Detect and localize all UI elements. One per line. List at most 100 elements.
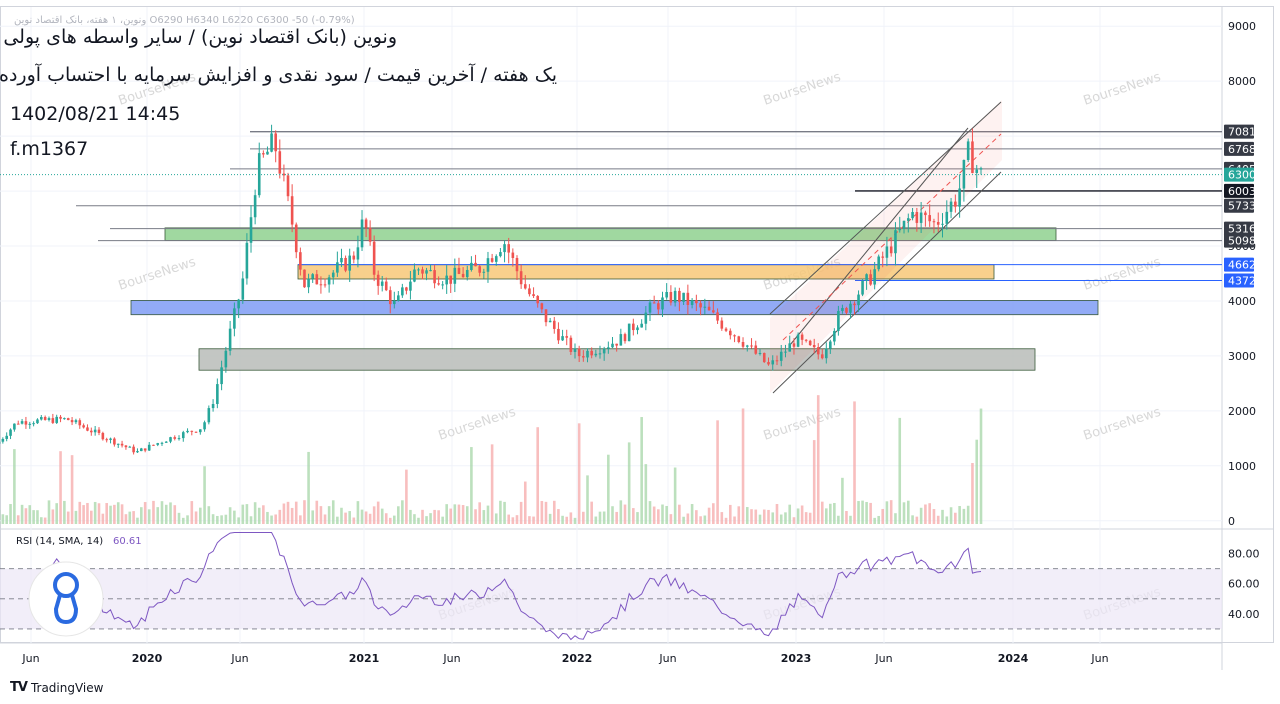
candle [220, 360, 223, 391]
candle [465, 265, 469, 281]
volume-bar [569, 512, 573, 524]
candle [224, 346, 228, 373]
volume-bar [93, 501, 97, 524]
support-zones[interactable] [130, 227, 1099, 371]
candle [32, 421, 35, 427]
candle-body [28, 423, 32, 425]
candle-body [136, 451, 139, 453]
candle-body [716, 312, 719, 321]
volume-bar [465, 506, 469, 524]
volume-bar [695, 510, 698, 524]
candle-body [857, 294, 860, 306]
candle-body [561, 336, 564, 341]
price-tick-label: 2000 [1228, 405, 1256, 418]
candle-body [490, 258, 494, 262]
candle [979, 166, 983, 175]
volume-bar [837, 515, 840, 524]
candle [143, 448, 147, 453]
candle-body [619, 334, 623, 346]
time-axis[interactable]: Jun 2020 Jun 2021 Jun 2022 Jun 2023 Jun 2024 Jun [21, 652, 1108, 665]
candle [523, 275, 527, 290]
candle [453, 258, 457, 293]
candle [936, 212, 940, 232]
candle-body [413, 269, 416, 282]
candle [331, 270, 335, 285]
volume-bar [928, 503, 931, 524]
candle [307, 273, 310, 294]
volume-bar [20, 504, 24, 524]
candle-body [936, 222, 940, 225]
tradingview-brand[interactable]: TV TradingView [10, 680, 103, 695]
candle-body [486, 258, 490, 272]
candle-body [869, 274, 872, 285]
volume-bar [877, 515, 880, 524]
candle [837, 305, 840, 336]
price-label-badge [1224, 124, 1254, 139]
candle [66, 417, 70, 421]
candle [716, 308, 719, 324]
candle [499, 247, 502, 258]
candle-body [211, 404, 215, 409]
horizontal-levels[interactable] [76, 130, 1222, 282]
volume-bar [741, 408, 745, 524]
candle [898, 216, 902, 233]
candle-body [465, 270, 469, 278]
candle [594, 349, 598, 358]
volume-bar [5, 515, 8, 524]
candle [536, 295, 540, 308]
candle-body [602, 348, 606, 354]
volume-bar [712, 503, 715, 524]
volume-bar [490, 444, 494, 524]
volume-bar [132, 511, 135, 524]
candle-body [825, 348, 828, 359]
volume-bar [417, 517, 420, 524]
candle [686, 284, 690, 315]
candle-body [245, 242, 249, 279]
volume-bar [474, 509, 477, 524]
candle [767, 357, 770, 366]
candle-body [228, 328, 232, 351]
candle-body [644, 312, 648, 324]
volume-bar [13, 449, 16, 524]
time-tick-label: Jun [1090, 652, 1108, 665]
candle [211, 399, 215, 412]
volume-bar [586, 475, 589, 524]
candle-body [233, 308, 236, 329]
candle-body [86, 427, 89, 431]
candle-body [758, 352, 762, 354]
volume-bar [86, 502, 89, 524]
candle [919, 202, 923, 233]
price-axis[interactable]: 0100020003000400050008000900070816768640… [1224, 20, 1256, 528]
volume-bar [55, 503, 58, 524]
volume-bar [266, 511, 269, 524]
volume-bar [523, 481, 527, 524]
candle-body [557, 328, 560, 341]
candle-body [741, 341, 745, 347]
volume-bar [82, 505, 85, 524]
candle [384, 277, 388, 292]
candle [441, 281, 444, 290]
candle-body [665, 291, 668, 298]
candle-body [128, 446, 132, 448]
candle [808, 339, 812, 346]
chart-datetime: 1402/08/21 14:45 [10, 103, 181, 125]
candle [602, 346, 606, 361]
volume-bar [360, 509, 364, 524]
volume-bar [598, 511, 602, 524]
volume-bar [388, 517, 392, 524]
candle-body [190, 430, 194, 432]
candle [216, 378, 219, 409]
candle [885, 236, 889, 267]
volume-bar [327, 506, 331, 524]
candle [877, 254, 880, 272]
volume-bar [919, 507, 923, 524]
candle-body [270, 133, 273, 152]
candle [397, 291, 400, 302]
volume-bar [245, 504, 249, 524]
price-label-text: 6300 [1228, 169, 1256, 182]
candle [186, 428, 189, 434]
candle [515, 255, 519, 281]
volume-bar [449, 508, 453, 524]
candle-body [32, 423, 35, 425]
